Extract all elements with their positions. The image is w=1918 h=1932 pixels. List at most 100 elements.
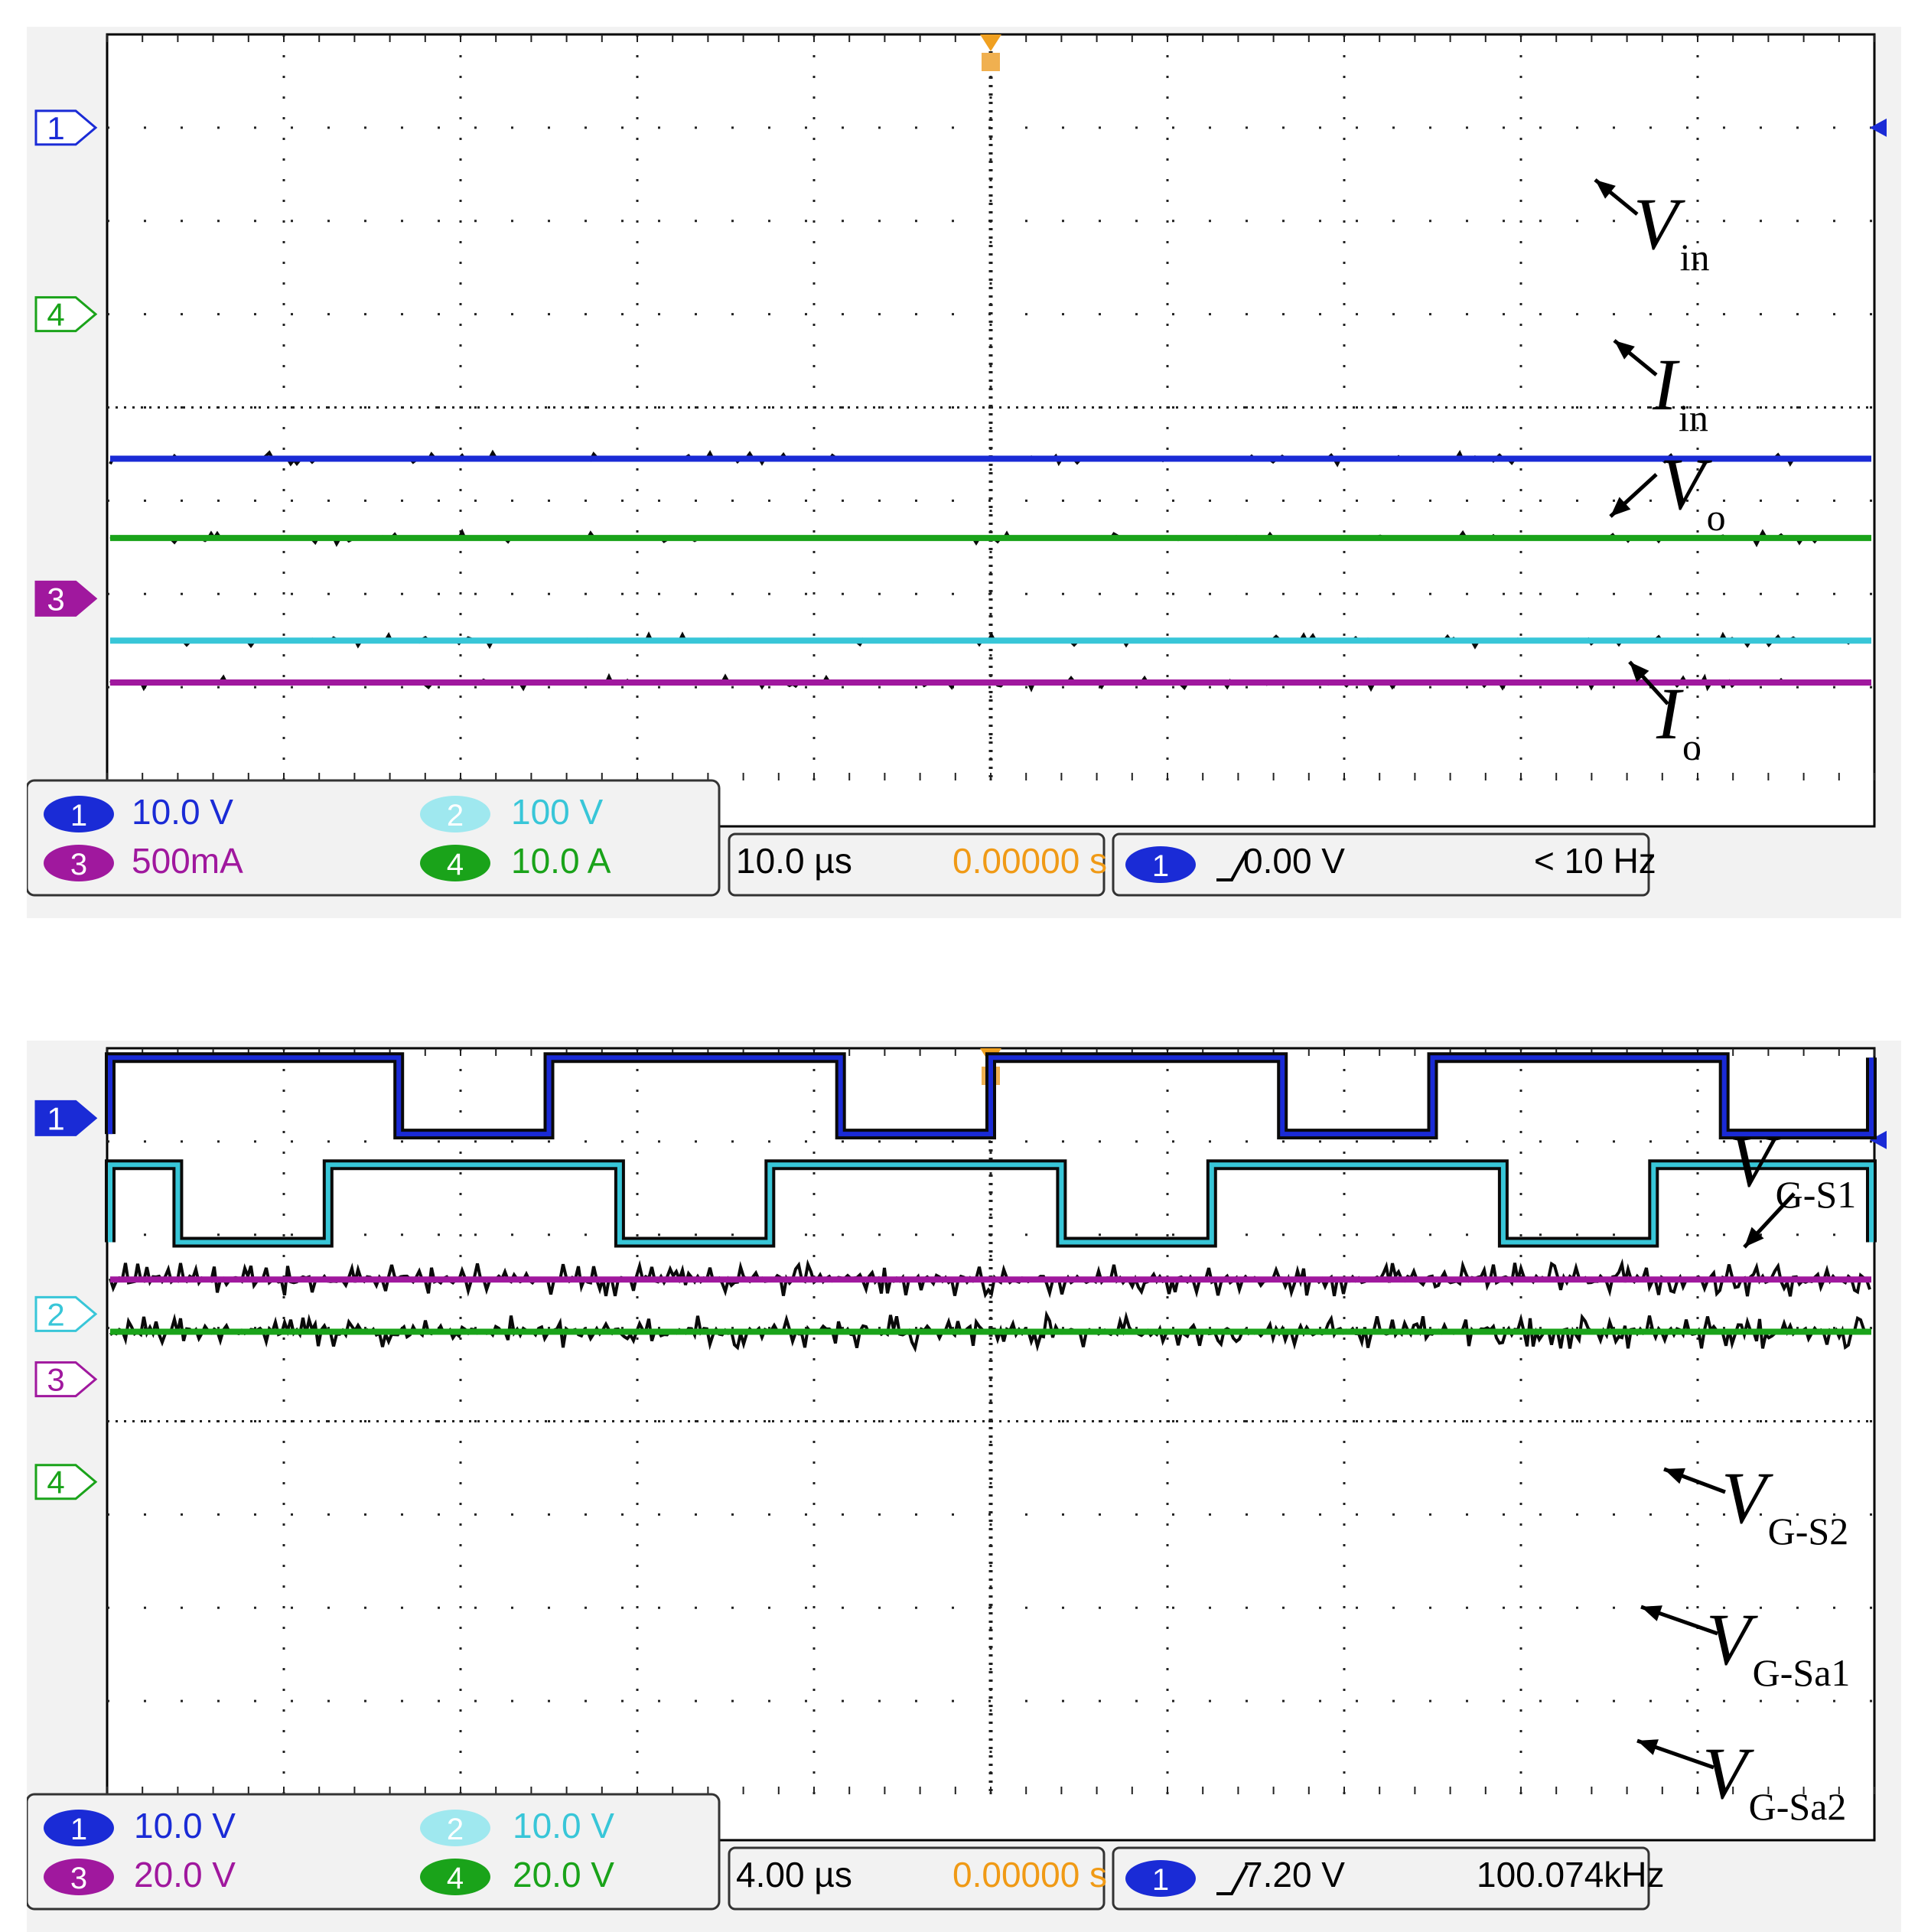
trigger-position: 0.00000 s (952, 1855, 1108, 1895)
channel-badge-shape (44, 1859, 114, 1895)
trigger-panel (1112, 832, 1650, 897)
trigger-position: 0.00000 s (952, 841, 1108, 881)
trigger-panel (1112, 1846, 1650, 1911)
channel-marker-shape (34, 1464, 98, 1500)
channel-marker-4: 4 (34, 1464, 98, 1500)
channel-marker-shape (34, 580, 98, 617)
channel-scale-panel (27, 1793, 721, 1911)
annotation-vgs1: VG-S1 (1729, 1120, 1857, 1216)
rising-edge-icon (1216, 1865, 1249, 1895)
trace-2 (109, 528, 1871, 548)
channel-badge-label: 2 (447, 1813, 464, 1846)
trace-1 (105, 1052, 1877, 1140)
channel-marker-label: 3 (47, 581, 64, 617)
channel-marker-shape (34, 1361, 98, 1398)
ch1-scale: 10.0 V (132, 792, 233, 832)
trigger-badge-label: 1 (1152, 849, 1169, 883)
trigger-level: 0.00 V (1243, 841, 1345, 881)
ch4-scale: 10.0 A (511, 841, 611, 881)
channel-badge-shape (420, 796, 490, 832)
ch3-scale: 500mA (132, 841, 243, 881)
annotation-vgs2: VG-S2 (1721, 1457, 1849, 1552)
channel-marker-shape (34, 1100, 98, 1136)
ch2-scale: 100 V (511, 792, 604, 832)
annotation-vin: Vin (1633, 183, 1710, 279)
channel-badge-label: 4 (447, 1862, 464, 1895)
channel-marker-label: 2 (47, 1296, 64, 1332)
channel-badge-label: 1 (70, 1813, 87, 1846)
channel-marker-shape (34, 296, 98, 333)
trace-2 (105, 1159, 1877, 1248)
channel-marker-shape (34, 109, 98, 146)
rising-edge-icon (1216, 851, 1249, 881)
trigger-channel-badge: 1 (1125, 846, 1196, 883)
timebase: 10.0 µs (736, 841, 852, 881)
ch4-scale: 20.0 V (513, 1855, 614, 1895)
channel-badge-shape (420, 1810, 490, 1846)
readout-panels: 1 2 3 4 1 (27, 779, 1650, 897)
frequency: 100.074kHz (1477, 1855, 1665, 1895)
trigger-badge-shape (1125, 1860, 1196, 1897)
annotation-vgsa1: VG-Sa1 (1706, 1598, 1851, 1694)
channel-marker-3: 3 (34, 1361, 98, 1398)
channel-badge-label: 1 (70, 799, 87, 832)
grid (106, 34, 1875, 780)
timebase-panel (728, 1846, 1106, 1911)
channel-marker-label: 4 (47, 297, 64, 333)
channel-badge-2: 2 (420, 796, 490, 832)
channel-marker-2: 2 (34, 1295, 98, 1332)
timebase-panel (728, 832, 1106, 897)
channel-marker-3: 3 (34, 580, 98, 617)
trace-1 (109, 449, 1871, 468)
trace-line (108, 1055, 1874, 1137)
annotation-vo: Vo (1660, 443, 1726, 539)
scope-screen-bottom: 1 2 3 4 1 2 3 4 1 (27, 1041, 1901, 1932)
grid (106, 1048, 1875, 1794)
trigger-channel-badge: 1 (1125, 1860, 1196, 1897)
channel-marker-label: 1 (47, 1100, 64, 1136)
channel-marker-label: 1 (47, 110, 64, 146)
ch3-scale: 20.0 V (134, 1855, 236, 1895)
trigger-marker-icon (980, 34, 1001, 51)
channel-marker-1: 1 (34, 109, 98, 146)
channel-badge-shape (44, 845, 114, 881)
annotation-iin: Iin (1653, 344, 1708, 439)
timebase: 4.00 µs (736, 1855, 852, 1895)
trace-line (108, 1162, 1874, 1245)
channel-badge-label: 3 (70, 848, 87, 881)
channel-badge-label: 3 (70, 1862, 87, 1895)
channel-badge-shape (44, 796, 114, 832)
channel-badge-1: 1 (44, 1810, 114, 1846)
trace-4 (109, 1310, 1871, 1353)
channel-badge-shape (420, 1859, 490, 1895)
channel-scale-panel (27, 779, 721, 897)
channel-marker-label: 3 (47, 1362, 64, 1398)
channel-badge-3: 3 (44, 1859, 114, 1895)
trigger-level: 7.20 V (1243, 1855, 1345, 1895)
trace-3 (109, 1258, 1871, 1299)
channel-marker-1: 1 (34, 1100, 98, 1136)
channel-badge-3: 3 (44, 845, 114, 881)
trigger-level-icon (1870, 118, 1887, 137)
channel-badge-4: 4 (420, 845, 490, 881)
channel-badge-1: 1 (44, 796, 114, 832)
trace-noise (109, 1258, 1871, 1299)
annotation-io: Io (1656, 673, 1701, 768)
ch2-scale: 10.0 V (513, 1806, 614, 1846)
annotation-vgsa2: VG-Sa2 (1702, 1732, 1847, 1828)
frequency: < 10 Hz (1534, 841, 1656, 881)
waveform-plot-bottom: 1 2 3 4 1 2 3 4 1 (27, 1047, 1887, 1911)
trigger-position-icon (982, 53, 1000, 71)
trace-4 (109, 673, 1871, 692)
channel-marker-label: 4 (47, 1464, 64, 1500)
channel-badge-4: 4 (420, 1859, 490, 1895)
channel-badge-label: 4 (447, 848, 464, 881)
channel-badge-shape (44, 1810, 114, 1846)
trigger-badge-shape (1125, 846, 1196, 883)
channel-badge-2: 2 (420, 1810, 490, 1846)
trigger-badge-label: 1 (1152, 1863, 1169, 1897)
ch1-scale: 10.0 V (134, 1806, 236, 1846)
channel-badge-label: 2 (447, 799, 464, 832)
channel-marker-4: 4 (34, 296, 98, 333)
scope-screen-top: 1 4 3 1 2 3 4 1 (27, 27, 1901, 918)
